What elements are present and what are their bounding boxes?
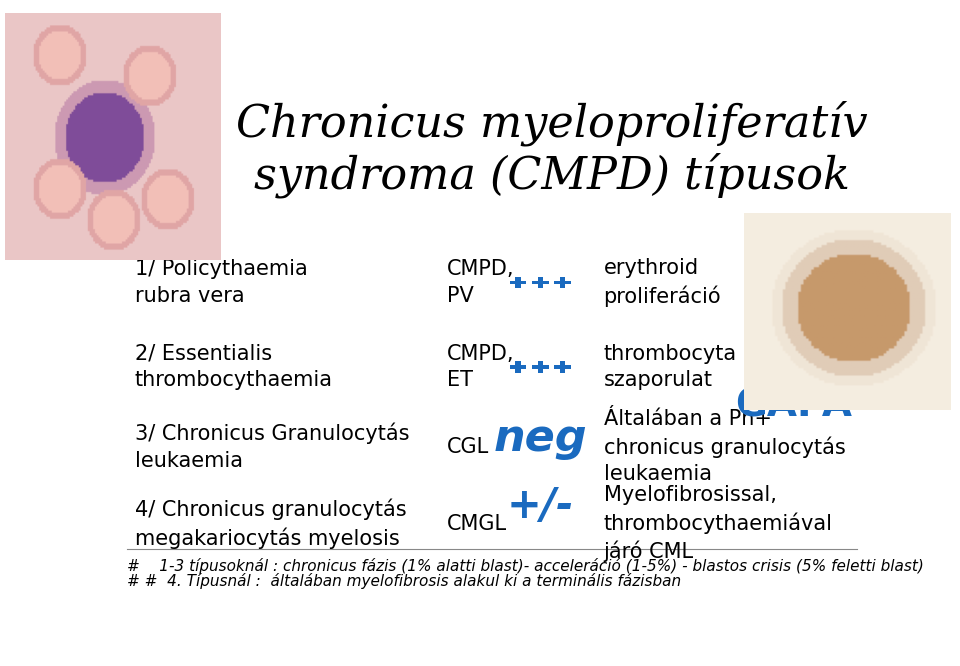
Text: Myelofibrosissal,
thrombocythaemiával
járó CML: Myelofibrosissal, thrombocythaemiával já…	[604, 485, 832, 562]
FancyBboxPatch shape	[532, 280, 548, 284]
Text: GAPA: GAPA	[734, 386, 852, 424]
Text: 3/ Chronicus Granulocytás
leukaemia: 3/ Chronicus Granulocytás leukaemia	[134, 423, 409, 471]
Text: Általában a Ph+
chronicus granulocytás
leukaemia: Általában a Ph+ chronicus granulocytás l…	[604, 409, 846, 484]
Text: Chronicus myeloproliferatív: Chronicus myeloproliferatív	[236, 101, 867, 147]
FancyBboxPatch shape	[538, 362, 543, 373]
Text: # #  4. Típusnál :  általában myelofibrosis alakul ki a terminális fázisban: # # 4. Típusnál : általában myelofibrosi…	[128, 573, 682, 589]
Text: #    1-3 típusoknál : chronicus fázis (1% alatti blast)- acceleráció (1-5%) - bl: # 1-3 típusoknál : chronicus fázis (1% a…	[128, 558, 924, 574]
FancyBboxPatch shape	[555, 280, 571, 284]
FancyBboxPatch shape	[538, 277, 543, 288]
Text: 2/ Essentialis
thrombocythaemia: 2/ Essentialis thrombocythaemia	[134, 344, 333, 390]
Text: CGL: CGL	[447, 437, 490, 457]
Text: erythroid
proliferáció: erythroid proliferáció	[604, 258, 721, 307]
FancyBboxPatch shape	[560, 277, 565, 288]
Text: CMGL: CMGL	[447, 513, 508, 533]
FancyBboxPatch shape	[560, 362, 565, 373]
Text: +/-: +/-	[507, 485, 574, 527]
FancyBboxPatch shape	[510, 280, 526, 284]
Text: 1/ Policythaemia
rubra vera: 1/ Policythaemia rubra vera	[134, 259, 307, 306]
Text: syndroma (CMPD) típusok: syndroma (CMPD) típusok	[253, 152, 850, 198]
Text: 4/ Chronicus granulocytás
megakariocytás myelosis: 4/ Chronicus granulocytás megakariocytás…	[134, 499, 406, 549]
FancyBboxPatch shape	[532, 366, 548, 369]
Text: CMPD,
PV: CMPD, PV	[447, 259, 515, 306]
Text: neg: neg	[493, 418, 588, 460]
Text: thrombocyta
szaporulat: thrombocyta szaporulat	[604, 344, 736, 390]
Text: CMPD,
ET: CMPD, ET	[447, 344, 515, 390]
FancyBboxPatch shape	[555, 366, 571, 369]
FancyBboxPatch shape	[516, 277, 520, 288]
FancyBboxPatch shape	[510, 366, 526, 369]
FancyBboxPatch shape	[516, 362, 520, 373]
